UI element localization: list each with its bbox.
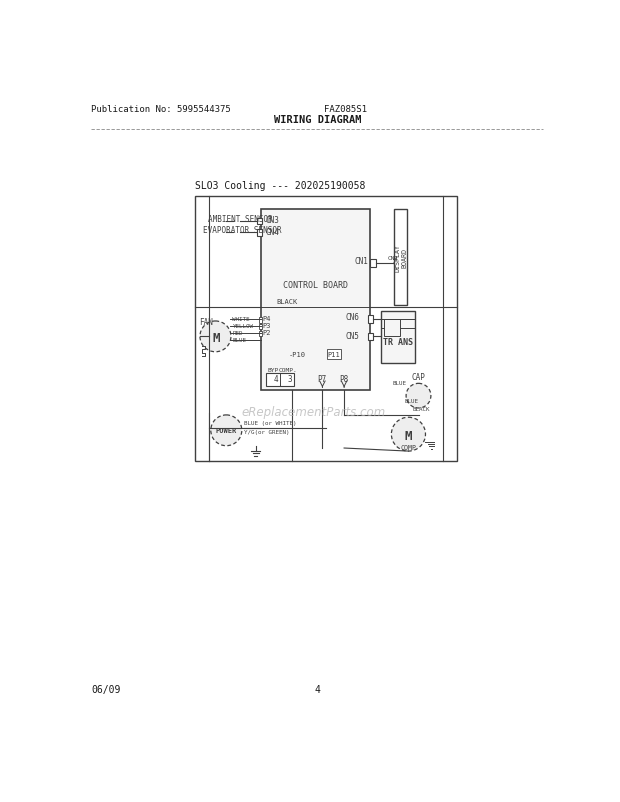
Text: FAN: FAN xyxy=(199,318,213,326)
Text: P4: P4 xyxy=(263,316,271,322)
Text: BLACK: BLACK xyxy=(412,406,430,411)
Text: P2: P2 xyxy=(263,330,271,336)
Text: 06/09: 06/09 xyxy=(92,684,121,695)
Text: eReplacementParts.com: eReplacementParts.com xyxy=(242,405,386,418)
Bar xyxy=(327,349,341,360)
Text: CN1: CN1 xyxy=(355,257,369,266)
Text: Publication No: 5995544375: Publication No: 5995544375 xyxy=(92,104,231,114)
Text: 4: 4 xyxy=(315,684,321,695)
Bar xyxy=(368,333,373,341)
Bar xyxy=(261,209,371,391)
Text: M: M xyxy=(405,430,412,443)
Bar xyxy=(266,374,294,387)
Text: M: M xyxy=(213,331,220,344)
Text: BYP: BYP xyxy=(267,367,278,373)
Text: BLUE: BLUE xyxy=(393,381,407,386)
Bar xyxy=(368,315,373,323)
Text: CN6: CN6 xyxy=(346,313,360,322)
Text: POWER: POWER xyxy=(216,427,237,434)
Text: BLUE (or WHITE): BLUE (or WHITE) xyxy=(244,420,296,426)
Bar xyxy=(384,319,400,336)
Text: P11: P11 xyxy=(328,351,340,357)
Text: COMP: COMP xyxy=(401,444,417,451)
Text: TR ANS: TR ANS xyxy=(383,338,413,346)
Text: FAZ085S1: FAZ085S1 xyxy=(324,104,367,114)
Text: COMP.: COMP. xyxy=(279,367,298,373)
Bar xyxy=(394,209,407,306)
Text: 4: 4 xyxy=(273,375,278,383)
Text: 3: 3 xyxy=(288,375,292,383)
Bar xyxy=(257,218,262,225)
Circle shape xyxy=(211,415,242,446)
Text: BLUE: BLUE xyxy=(232,338,247,342)
Circle shape xyxy=(391,418,425,452)
Bar xyxy=(259,331,262,337)
Text: CN4: CN4 xyxy=(265,228,279,237)
Text: CN5: CN5 xyxy=(346,331,360,341)
Text: AMBIENT SENSOR: AMBIENT SENSOR xyxy=(208,215,272,224)
Bar xyxy=(257,230,262,237)
Text: DISPLAY
BOARD: DISPLAY BOARD xyxy=(394,243,407,271)
Text: P7: P7 xyxy=(317,375,327,383)
Circle shape xyxy=(200,322,231,352)
Circle shape xyxy=(406,384,431,408)
Text: BLACK: BLACK xyxy=(277,299,298,305)
Text: Y/G(or GREEN): Y/G(or GREEN) xyxy=(244,429,290,434)
Text: P3: P3 xyxy=(263,322,271,329)
Text: WHITE: WHITE xyxy=(232,317,250,322)
Text: BLUE: BLUE xyxy=(404,399,418,403)
Text: YELLOW: YELLOW xyxy=(232,324,254,329)
Text: CONTROL BOARD: CONTROL BOARD xyxy=(283,280,348,290)
Text: -P10: -P10 xyxy=(288,351,305,357)
Text: SLO3 Cooling --- 202025190058: SLO3 Cooling --- 202025190058 xyxy=(195,180,366,191)
Bar xyxy=(259,318,262,323)
Text: RED: RED xyxy=(232,330,243,336)
Text: P8: P8 xyxy=(340,375,348,383)
Text: WIRING DIAGRAM: WIRING DIAGRAM xyxy=(274,115,361,125)
Bar xyxy=(381,311,415,363)
Bar xyxy=(259,325,262,330)
Text: CN3: CN3 xyxy=(265,217,279,225)
Text: CN1: CN1 xyxy=(388,255,399,261)
Text: CAP: CAP xyxy=(412,372,425,381)
Bar xyxy=(195,197,458,461)
Text: EVAPORATOR SENSOR: EVAPORATOR SENSOR xyxy=(203,225,281,234)
Bar xyxy=(371,260,376,268)
